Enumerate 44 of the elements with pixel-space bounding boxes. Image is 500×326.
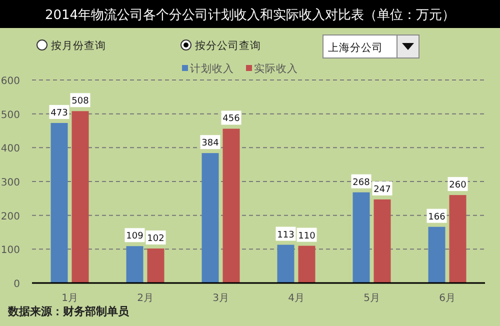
bar	[277, 244, 294, 283]
x-tick-label: 1月	[62, 293, 78, 304]
legend-label: 实际收入	[254, 62, 298, 75]
text: 按月份查询	[51, 39, 106, 52]
bar	[202, 153, 219, 283]
data-label: 102	[147, 234, 164, 244]
data-label: 268	[352, 178, 370, 188]
y-tick-label: 400	[0, 144, 20, 155]
bar	[428, 226, 446, 283]
y-tick-label: 100	[0, 245, 20, 256]
x-tick-label: 4月	[288, 293, 304, 304]
chart-title: 2014年物流公司各个分公司计划收入和实际收入对比表（单位：万元）	[44, 7, 456, 23]
bar	[374, 199, 391, 283]
y-tick-label: 0	[14, 279, 20, 290]
bar	[50, 122, 68, 283]
data-label: 166	[428, 212, 446, 222]
data-label: 508	[72, 96, 90, 107]
data-label: 110	[298, 231, 316, 242]
source-note: 数据来源：财务部制单员	[7, 305, 130, 318]
bar	[72, 111, 89, 283]
data-label: 109	[126, 232, 144, 242]
x-tick-label: 2月	[137, 293, 154, 304]
data-label: 384	[202, 138, 220, 149]
data-label: 113	[277, 230, 294, 240]
x-tick-label: 5月	[364, 293, 380, 304]
bar	[147, 248, 164, 283]
y-tick-label: 500	[0, 110, 20, 121]
data-label: 260	[449, 180, 467, 191]
y-tick-label: 600	[0, 76, 20, 87]
text: 按分公司查询	[195, 39, 261, 52]
bar	[352, 192, 370, 283]
data-label: 473	[50, 108, 68, 118]
bar	[449, 195, 466, 283]
text: 上海分公司	[328, 41, 383, 54]
data-label: 456	[222, 114, 240, 124]
bar	[298, 246, 316, 283]
legend-label: 计划收入	[190, 62, 234, 75]
y-tick-label: 300	[0, 178, 20, 188]
bar	[126, 246, 144, 283]
x-tick-label: 6月	[439, 293, 456, 304]
x-tick-label: 3月	[212, 293, 229, 304]
data-label: 247	[374, 184, 391, 195]
y-tick-label: 200	[0, 211, 20, 222]
bar	[222, 128, 240, 283]
